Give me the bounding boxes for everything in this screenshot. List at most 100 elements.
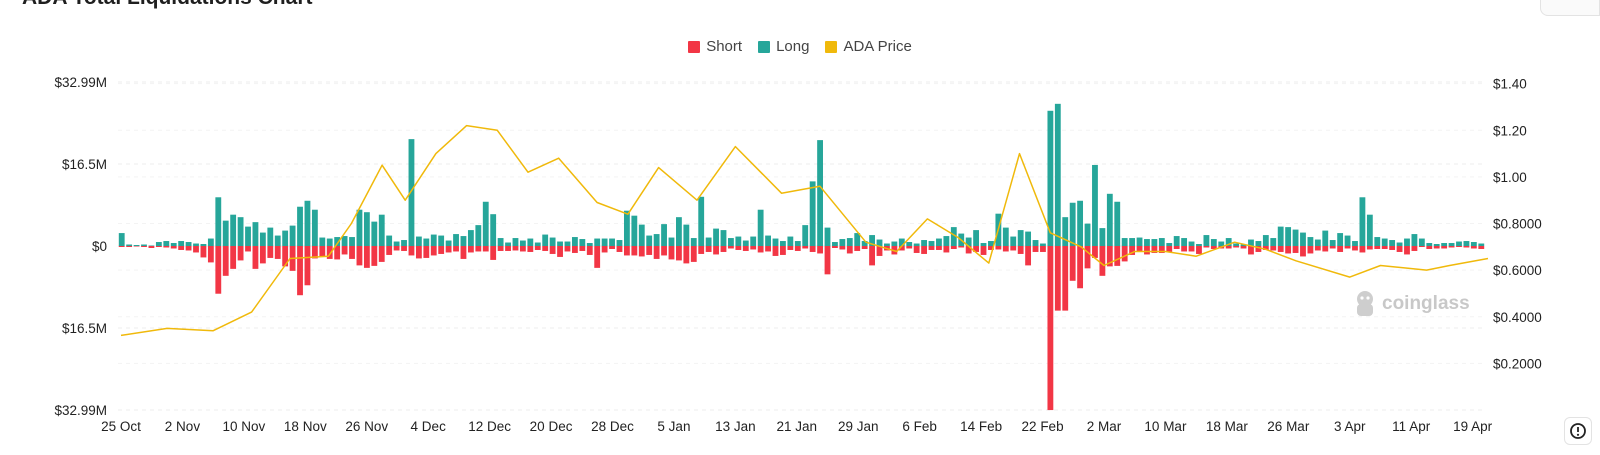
bar-short bbox=[869, 246, 875, 266]
bar-long bbox=[1121, 238, 1128, 246]
y-left-tick-label: $0 bbox=[92, 239, 107, 254]
bar-short bbox=[817, 246, 823, 254]
bar-long bbox=[690, 238, 697, 246]
bar-short bbox=[430, 246, 437, 256]
chart-grid bbox=[118, 81, 1485, 411]
x-tick-label: 4 Dec bbox=[411, 419, 447, 434]
bar-long bbox=[854, 233, 861, 246]
bar-short bbox=[728, 246, 734, 249]
legend-item-short[interactable]: Short bbox=[688, 38, 742, 55]
bar-long bbox=[378, 214, 385, 246]
legend-label-long: Long bbox=[776, 38, 810, 55]
bar-short bbox=[1255, 246, 1262, 252]
bar-long bbox=[1433, 244, 1440, 246]
bar-long bbox=[943, 236, 950, 246]
bar-long bbox=[1010, 236, 1017, 246]
bar-long bbox=[371, 221, 378, 246]
bar-long bbox=[586, 243, 593, 246]
bar-long bbox=[1069, 202, 1076, 246]
bar-short bbox=[653, 246, 660, 259]
bar-long bbox=[423, 238, 430, 246]
bar-short bbox=[913, 246, 920, 253]
bar-long bbox=[430, 234, 437, 246]
bar-long bbox=[973, 230, 980, 246]
x-tick-label: 18 Mar bbox=[1206, 419, 1249, 434]
bar-long bbox=[475, 225, 482, 246]
bar-long bbox=[1277, 226, 1284, 246]
bar-short bbox=[846, 246, 853, 254]
bar-short bbox=[1463, 246, 1470, 248]
bar-long bbox=[401, 240, 407, 246]
bar-short bbox=[334, 246, 341, 260]
bar-long bbox=[207, 238, 214, 246]
bar-short bbox=[185, 246, 192, 251]
bar-short bbox=[1032, 246, 1039, 252]
bar-short bbox=[423, 246, 430, 258]
bar-short bbox=[259, 246, 266, 264]
bar-short bbox=[950, 246, 957, 249]
bar-short bbox=[876, 246, 883, 256]
bar-short bbox=[549, 246, 556, 254]
bar-short bbox=[141, 246, 147, 247]
y-right-tick-label: $0.4000 bbox=[1493, 310, 1542, 325]
chart-legend: Short Long ADA Price bbox=[0, 38, 1600, 55]
bar-short bbox=[1411, 246, 1418, 251]
bar-short bbox=[490, 246, 497, 260]
x-tick-label: 10 Nov bbox=[222, 419, 265, 434]
bar-long bbox=[809, 181, 816, 246]
bar-short bbox=[646, 246, 653, 255]
bar-long bbox=[386, 235, 393, 246]
bar-long bbox=[460, 236, 467, 246]
bar-short bbox=[326, 246, 333, 259]
bar-long bbox=[126, 244, 133, 246]
bar-short bbox=[1478, 246, 1485, 249]
bar-long bbox=[341, 236, 348, 246]
bar-short bbox=[943, 246, 950, 253]
legend-item-ada-price[interactable]: ADA Price bbox=[825, 38, 912, 55]
bar-long bbox=[1411, 234, 1418, 246]
y-right-tick-label: $1.20 bbox=[1493, 123, 1527, 138]
bar-long bbox=[259, 232, 266, 246]
bar-short bbox=[1448, 246, 1455, 248]
bar-short bbox=[1456, 246, 1462, 247]
bar-short bbox=[1158, 246, 1165, 253]
bar-long bbox=[1292, 229, 1299, 246]
bar-short bbox=[519, 246, 526, 252]
chart-bars bbox=[118, 103, 1485, 411]
bar-long bbox=[267, 227, 274, 246]
x-tick-label: 18 Nov bbox=[284, 419, 327, 434]
bar-short bbox=[1337, 246, 1344, 252]
x-tick-label: 12 Dec bbox=[468, 419, 511, 434]
bar-short bbox=[1307, 246, 1314, 254]
bar-long bbox=[1426, 243, 1433, 246]
bar-long bbox=[1262, 235, 1269, 246]
bar-long bbox=[245, 226, 251, 246]
y-right-tick-label: $1.00 bbox=[1493, 170, 1527, 185]
bar-short bbox=[311, 246, 318, 259]
bar-short bbox=[965, 246, 972, 254]
bar-short bbox=[148, 246, 155, 248]
legend-item-long[interactable]: Long bbox=[758, 38, 809, 55]
bar-short bbox=[1248, 246, 1254, 255]
bar-short bbox=[542, 246, 549, 251]
bar-short bbox=[1040, 246, 1046, 252]
legend-swatch-long bbox=[758, 40, 771, 53]
bar-long bbox=[512, 238, 519, 246]
bar-long bbox=[1389, 240, 1396, 246]
bar-short bbox=[155, 246, 162, 247]
bar-long bbox=[1300, 232, 1306, 246]
bar-long bbox=[549, 237, 556, 246]
bar-long bbox=[1099, 228, 1106, 246]
bar-long bbox=[1404, 238, 1410, 246]
bar-short bbox=[1262, 246, 1269, 250]
bar-long bbox=[876, 239, 883, 246]
bar-long bbox=[1456, 241, 1462, 246]
bar-short bbox=[557, 246, 563, 257]
bar-short bbox=[163, 246, 170, 248]
bar-short bbox=[1404, 246, 1410, 255]
bar-long bbox=[869, 235, 875, 246]
bar-short bbox=[690, 246, 697, 262]
alert-clock-icon[interactable] bbox=[1564, 417, 1592, 445]
bar-short bbox=[482, 246, 489, 252]
bar-long bbox=[408, 139, 415, 246]
